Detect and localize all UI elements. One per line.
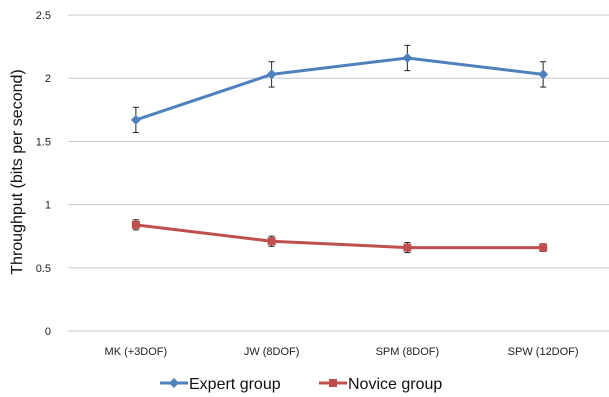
series-line: [135, 223, 544, 250]
x-tick-label: MK (+3DOF): [105, 346, 168, 358]
y-tick-label: 2.5: [36, 10, 51, 22]
series-1: [130, 44, 549, 134]
y-tick-labels: 0 0.5 1 1.5 2 2.5: [36, 10, 51, 338]
legend-marker: [329, 379, 337, 387]
legend-label: Novice group: [348, 376, 442, 393]
data-point: [131, 220, 140, 229]
data-point: [403, 243, 412, 252]
data-point: [266, 69, 277, 80]
y-axis-title: Throughput (bits per second): [9, 69, 26, 274]
series-lines: [130, 44, 549, 254]
x-tick-label: SPW (12DOF): [508, 346, 579, 358]
series-line: [135, 56, 544, 122]
data-point: [539, 243, 548, 252]
y-tick-label: 0.5: [36, 263, 51, 275]
gridlines: [68, 14, 609, 332]
legend-marker: [169, 378, 179, 388]
y-tick-label: 1.5: [36, 136, 51, 148]
legend-item: Novice group: [319, 376, 442, 393]
data-point: [538, 69, 549, 80]
series-2: [131, 219, 548, 254]
legend-item: Expert group: [160, 376, 281, 393]
y-tick-label: 2: [45, 73, 51, 85]
legend: Expert group Novice group: [160, 376, 442, 393]
legend-label: Expert group: [189, 376, 281, 393]
x-tick-label: JW (8DOF): [244, 346, 300, 358]
y-tick-label: 0: [45, 326, 51, 338]
data-point: [267, 237, 276, 246]
data-point: [130, 114, 141, 125]
y-tick-label: 1: [45, 200, 51, 212]
x-tick-labels: MK (+3DOF) JW (8DOF) SPM (8DOF) SPW (12DOF): [105, 346, 579, 358]
data-point: [402, 52, 413, 63]
x-tick-label: SPM (8DOF): [376, 346, 440, 358]
